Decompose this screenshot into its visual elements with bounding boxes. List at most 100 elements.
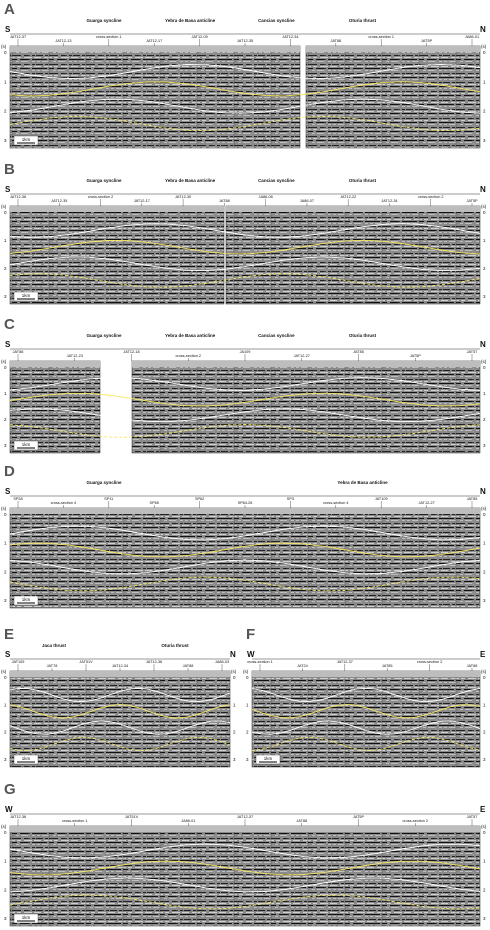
time-tick: 1 [4, 238, 7, 243]
time-tick: 2 [483, 266, 486, 271]
seismic-line-label: JAT85 [353, 350, 364, 354]
seismic-line-label: JA86-08 [259, 195, 273, 199]
structure-label: Guarga syncline [86, 333, 122, 338]
seismic-line-label: JAT5P [466, 199, 478, 203]
time-tick: 3 [4, 138, 7, 143]
panel: DS N Guarga syncline Yebra de Basa anticlin… [1, 463, 487, 609]
panel-label: B [4, 161, 15, 178]
seismic-line-label: JA86-01 [181, 819, 195, 823]
seismic-line-label: cross-section 1 [62, 819, 88, 823]
structure-label: Guarga syncline [86, 18, 122, 23]
seismic-line-label: JAT109 [12, 660, 25, 664]
horizon [9, 273, 481, 288]
seismic-line-label: JAT57 [467, 350, 478, 354]
seismic-line-label: JAT5P [353, 815, 365, 819]
horizon [9, 81, 481, 97]
seismic-line-label: JAT88 [183, 664, 194, 668]
seismic-line-label: JA86-01 [465, 35, 479, 39]
horizon [251, 720, 481, 735]
seismic-line-label: JAT12-27 [419, 501, 435, 505]
time-tick: 2 [4, 266, 7, 271]
panel-label: A [4, 1, 15, 18]
seismic-line-label: JAT12-30 [175, 195, 191, 199]
direction-left: S [5, 650, 11, 659]
time-tick: 0 [483, 675, 486, 680]
structure-label: Guarga syncline [86, 178, 122, 183]
seismic-section [225, 205, 481, 305]
scale-label: 1km [22, 442, 31, 447]
time-tick: 2 [4, 109, 7, 114]
seismic-line-label: JAT12-36 [10, 195, 26, 199]
seismic-line-label: JAT57 [467, 815, 478, 819]
time-tick: 0 [4, 365, 7, 370]
structure-label: Cancias syncline [258, 18, 295, 23]
panel-label: C [4, 316, 15, 333]
seismic-section [9, 205, 225, 305]
seismic-section [305, 45, 481, 149]
scale-box [13, 754, 39, 765]
panel-label: G [4, 781, 16, 798]
scale-label: 1km [22, 293, 31, 298]
seismic-line-label: JAT12-18 [123, 350, 139, 354]
time-tick: 0 [4, 675, 7, 680]
time-tick: 2 [4, 569, 7, 574]
seismic-line-label: JAT12-27 [294, 354, 310, 358]
seismic-line-label: SP65 [150, 501, 159, 505]
time-tick: 0 [483, 365, 486, 370]
seismic-line-label: JAT5P [421, 39, 433, 43]
seismic-line-label: JA86-07 [300, 199, 314, 203]
structure-label: Yebra de Basa anticline [165, 178, 216, 183]
seismic-section [9, 670, 231, 768]
horizon [9, 223, 481, 238]
time-unit: (s) [481, 359, 487, 364]
time-tick: 3 [4, 443, 7, 448]
seismic-line-label: JAT12-36 [10, 815, 26, 819]
horizon [9, 843, 481, 859]
scale-box [13, 595, 39, 606]
seismic-line-label: JAT12-37 [237, 815, 253, 819]
seismic-line-label: JAT12-17 [134, 199, 150, 203]
time-tick: 1 [233, 702, 236, 707]
direction-left: S [5, 25, 11, 34]
panel-label: D [4, 463, 15, 480]
topography [10, 206, 224, 212]
time-tick: 0 [4, 50, 7, 55]
seismic-line-label: JAT12-34 [282, 35, 298, 39]
horizon [9, 256, 481, 272]
horizon [9, 576, 481, 592]
seismic-line-label: cross-section 2 [402, 819, 428, 823]
topography [10, 361, 100, 367]
structure-label: Oturia thrust [349, 18, 377, 23]
horizon [9, 894, 481, 910]
direction-right: N [480, 340, 486, 349]
seismic-line-label: JAT12-23 [67, 354, 83, 358]
time-tick: 2 [4, 417, 7, 422]
seismic-line-label: JAT24 [297, 664, 308, 668]
horizon [9, 424, 481, 438]
horizon [9, 877, 481, 893]
seismic-line-label: JAT12-13 [55, 39, 71, 43]
time-tick: 3 [4, 598, 7, 603]
seismic-line-label: SP3 [287, 497, 294, 501]
time-tick: 3 [483, 294, 486, 299]
time-tick: 3 [483, 443, 486, 448]
seismic-line-label: JAT88 [13, 350, 24, 354]
topography [252, 671, 480, 677]
seismic-section [251, 670, 481, 768]
topography [306, 46, 480, 52]
time-tick: 1 [4, 859, 7, 864]
time-tick: 0 [4, 830, 7, 835]
scale-label: 1km [264, 756, 273, 761]
time-tick: 1 [246, 702, 249, 707]
structure-label: Yebra de Basa anticline [165, 18, 216, 23]
seismic-section [131, 360, 481, 454]
structure-label: Oturia thrust [349, 333, 377, 338]
time-tick: 1 [4, 541, 7, 546]
horizon [9, 377, 481, 391]
seismic-line-label: cross-section 2 [418, 195, 444, 199]
seismic-line-label: SP62 [195, 497, 204, 501]
topography [226, 206, 480, 212]
horizon [9, 98, 481, 114]
seismic-line-label: cross-section 1 [96, 35, 122, 39]
